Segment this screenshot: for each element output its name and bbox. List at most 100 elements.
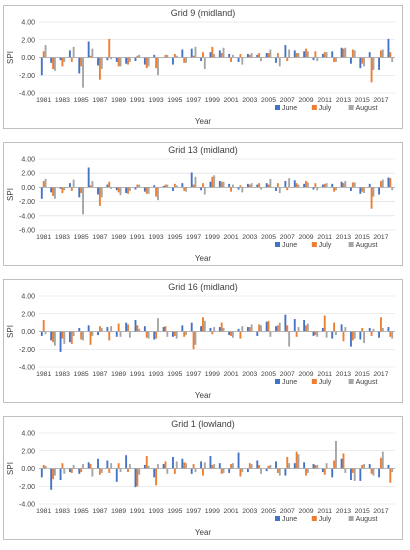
bar-july-2018 [389, 468, 392, 483]
legend-swatch-june [275, 105, 280, 110]
x-tick-label: 2001 [223, 97, 238, 104]
bar-july-1992 [145, 456, 148, 469]
x-tick-label: 1995 [167, 234, 182, 241]
bar-june-1994 [162, 327, 165, 332]
x-tick-label: 2009 [298, 508, 313, 515]
x-tick-label: 1999 [205, 234, 220, 241]
bar-august-2008 [297, 454, 300, 469]
bar-august-2005 [269, 331, 272, 337]
bar-june-1994 [162, 464, 165, 469]
bar-august-1999 [213, 327, 216, 332]
bar-july-2007 [286, 456, 289, 469]
bar-july-1990 [127, 57, 129, 65]
bar-july-1996 [183, 187, 186, 191]
bar-august-1990 [128, 187, 131, 191]
bar-june-2002 [237, 328, 240, 332]
bar-july-2010 [314, 464, 317, 469]
bar-july-2004 [258, 324, 261, 332]
bar-july-1987 [98, 326, 101, 332]
bar-june-1991 [134, 187, 137, 190]
bar-june-2007 [284, 468, 287, 476]
bar-august-2008 [297, 184, 300, 188]
bar-july-1986 [89, 55, 92, 58]
bar-august-1982 [53, 468, 56, 476]
bar-august-2011 [325, 463, 328, 469]
chart-grid-1: Grid 1 (lowland) 4.00 2.00 0.00 -2.00 -4.00 SP… [3, 416, 403, 540]
x-tick-label: 1985 [74, 371, 89, 378]
bar-june-1992 [143, 187, 146, 192]
bar-july-2012 [333, 322, 336, 332]
bar-august-2002 [241, 187, 244, 193]
legend-label-august: August [356, 379, 378, 386]
bar-july-1989 [117, 463, 120, 469]
bar-august-2016 [372, 57, 375, 70]
bar-june-2001 [228, 183, 231, 188]
bar-july-2018 [389, 331, 392, 337]
legend-label-june: June [282, 516, 297, 523]
x-tick-label: 1995 [167, 508, 182, 515]
bar-june-2016 [368, 327, 371, 332]
x-tick-label: 2003 [242, 234, 257, 241]
bar-july-1986 [89, 185, 92, 188]
bar-july-2011 [323, 183, 326, 188]
bar-august-2012 [335, 187, 337, 191]
bar-august-2006 [278, 187, 281, 194]
bar-july-1999 [211, 464, 214, 469]
bar-august-1997 [194, 468, 197, 473]
bar-june-2017 [378, 468, 381, 478]
bar-june-1988 [106, 460, 109, 469]
bar-august-1990 [128, 331, 131, 338]
bar-august-1981 [44, 465, 47, 469]
bar-july-2010 [314, 51, 317, 58]
bar-july-2000 [220, 322, 223, 332]
x-tick-label: 2005 [261, 97, 276, 104]
panel-grid-9: Grid 9 (midland) 4.00 2.00 0.00 -2.00 -4.00 SP… [3, 5, 403, 129]
bar-august-1996 [185, 57, 188, 63]
bar-july-1983 [61, 331, 64, 339]
bar-august-1984 [72, 331, 75, 336]
chart-grid-9: Grid 9 (midland) 4.00 2.00 0.00 -2.00 -4.00 SP… [3, 5, 403, 129]
bar-august-2010 [316, 57, 319, 62]
legend-label-july: July [319, 516, 332, 523]
bar-august-2009 [306, 51, 309, 58]
legend-label-july: July [319, 242, 332, 249]
bar-july-2016 [370, 468, 373, 474]
bar-june-2000 [218, 181, 221, 188]
bar-july-1992 [145, 187, 148, 194]
bar-june-1990 [125, 322, 128, 332]
bar-august-1991 [138, 328, 141, 332]
bar-august-2011 [325, 331, 328, 338]
bar-july-1993 [155, 331, 158, 339]
x-tick-label: 1983 [55, 371, 70, 378]
bar-july-1990 [127, 187, 129, 194]
x-tick-label: 1991 [130, 371, 145, 378]
bar-august-1994 [166, 54, 169, 58]
bar-august-1986 [91, 468, 94, 477]
x-tick-label: 1987 [92, 97, 107, 104]
bar-july-1981 [42, 181, 45, 188]
x-tick-label: 1983 [55, 508, 70, 515]
bar-july-2009 [305, 181, 307, 188]
bar-june-2005 [265, 468, 268, 472]
bar-june-2008 [293, 50, 296, 58]
bar-august-1999 [213, 175, 216, 188]
bar-june-1996 [181, 49, 184, 58]
x-tick-label: 1991 [130, 508, 145, 515]
bar-august-2009 [306, 468, 309, 473]
bar-july-1999 [211, 176, 214, 188]
bar-june-1991 [134, 319, 137, 332]
bar-august-2008 [297, 53, 300, 58]
x-tick-label: 1993 [149, 234, 164, 241]
x-tick-label: 2011 [317, 508, 332, 515]
legend-swatch-august [348, 242, 354, 247]
bar-june-1991 [134, 57, 137, 62]
bar-june-2008 [293, 180, 296, 188]
y-tick-label: -4.00 [19, 365, 35, 372]
bar-june-2005 [265, 53, 268, 58]
bar-august-1998 [203, 57, 206, 70]
bar-august-1989 [119, 331, 122, 337]
bar-august-2011 [325, 183, 328, 188]
bar-june-1986 [87, 41, 90, 58]
bar-june-2016 [368, 183, 371, 188]
bar-august-1997 [194, 331, 197, 345]
